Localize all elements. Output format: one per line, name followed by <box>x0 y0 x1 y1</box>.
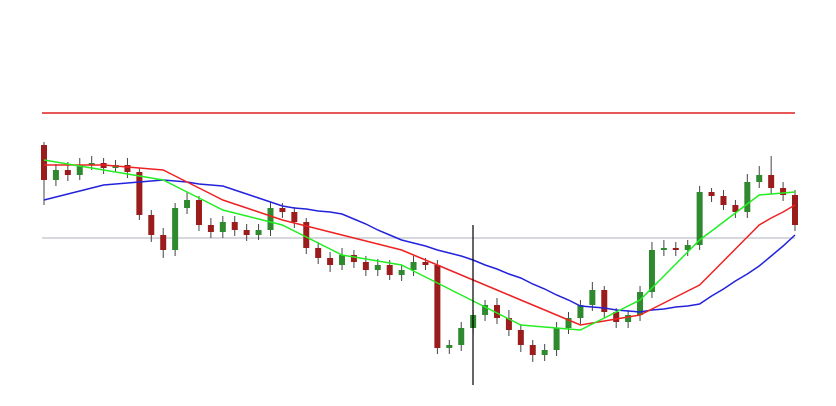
candle-body <box>219 222 226 232</box>
candle-body <box>362 262 369 270</box>
candle-body <box>136 172 143 215</box>
candle-body <box>291 212 298 222</box>
candle-body <box>303 222 310 248</box>
candle-body <box>744 182 751 212</box>
candle-body <box>231 222 238 230</box>
candle-body <box>756 175 763 182</box>
candle-body <box>493 305 500 318</box>
candle-body <box>422 262 429 265</box>
candle-body <box>243 230 250 235</box>
candle-body <box>184 200 191 208</box>
candle-body <box>160 235 167 250</box>
candle-body <box>398 270 405 275</box>
candle-body <box>64 170 71 175</box>
candle-body <box>339 255 346 265</box>
candle-body <box>517 330 524 345</box>
candle-body <box>589 290 596 305</box>
candle-body <box>52 170 59 180</box>
candle-body <box>553 328 560 350</box>
candle-body <box>541 350 548 355</box>
candle-body <box>279 208 286 212</box>
candle-body <box>684 245 691 250</box>
candle-body <box>386 265 393 275</box>
candle-body <box>327 258 334 265</box>
candle-body <box>350 255 357 262</box>
candle-body <box>768 175 775 188</box>
candle-body <box>625 315 632 322</box>
candle-body <box>613 312 620 322</box>
candle-body <box>672 248 679 250</box>
candle-body <box>792 195 798 225</box>
candle-body <box>410 262 417 270</box>
candle-body <box>76 165 83 175</box>
candle-body <box>148 215 155 235</box>
candle-body <box>732 205 739 212</box>
candle-body <box>696 192 703 245</box>
candle-body <box>172 208 179 250</box>
moving-average <box>43 159 796 331</box>
candle-body <box>446 345 453 348</box>
candle-body <box>505 318 512 330</box>
candle-body <box>458 328 465 345</box>
candle-body <box>660 248 667 250</box>
candle-body <box>637 292 644 315</box>
candle-body <box>708 192 715 196</box>
candle-body <box>648 250 655 292</box>
candle-body <box>374 265 381 270</box>
candle-body <box>255 230 262 235</box>
candle-body <box>41 145 47 180</box>
candle-body <box>601 290 608 312</box>
moving-average <box>43 179 796 313</box>
candle-body <box>529 345 536 355</box>
candle-body <box>434 265 441 348</box>
candle-body <box>207 225 214 232</box>
candle-body <box>88 163 95 165</box>
candle-body <box>267 208 274 230</box>
candle-body <box>195 200 202 225</box>
candle-body <box>780 188 787 195</box>
candle-body <box>124 165 131 172</box>
candle-body <box>720 196 727 205</box>
candle-body <box>565 318 572 328</box>
candle-body <box>315 248 322 258</box>
candle-body <box>482 305 489 315</box>
moving-average <box>44 164 796 326</box>
candle-body <box>577 305 584 318</box>
